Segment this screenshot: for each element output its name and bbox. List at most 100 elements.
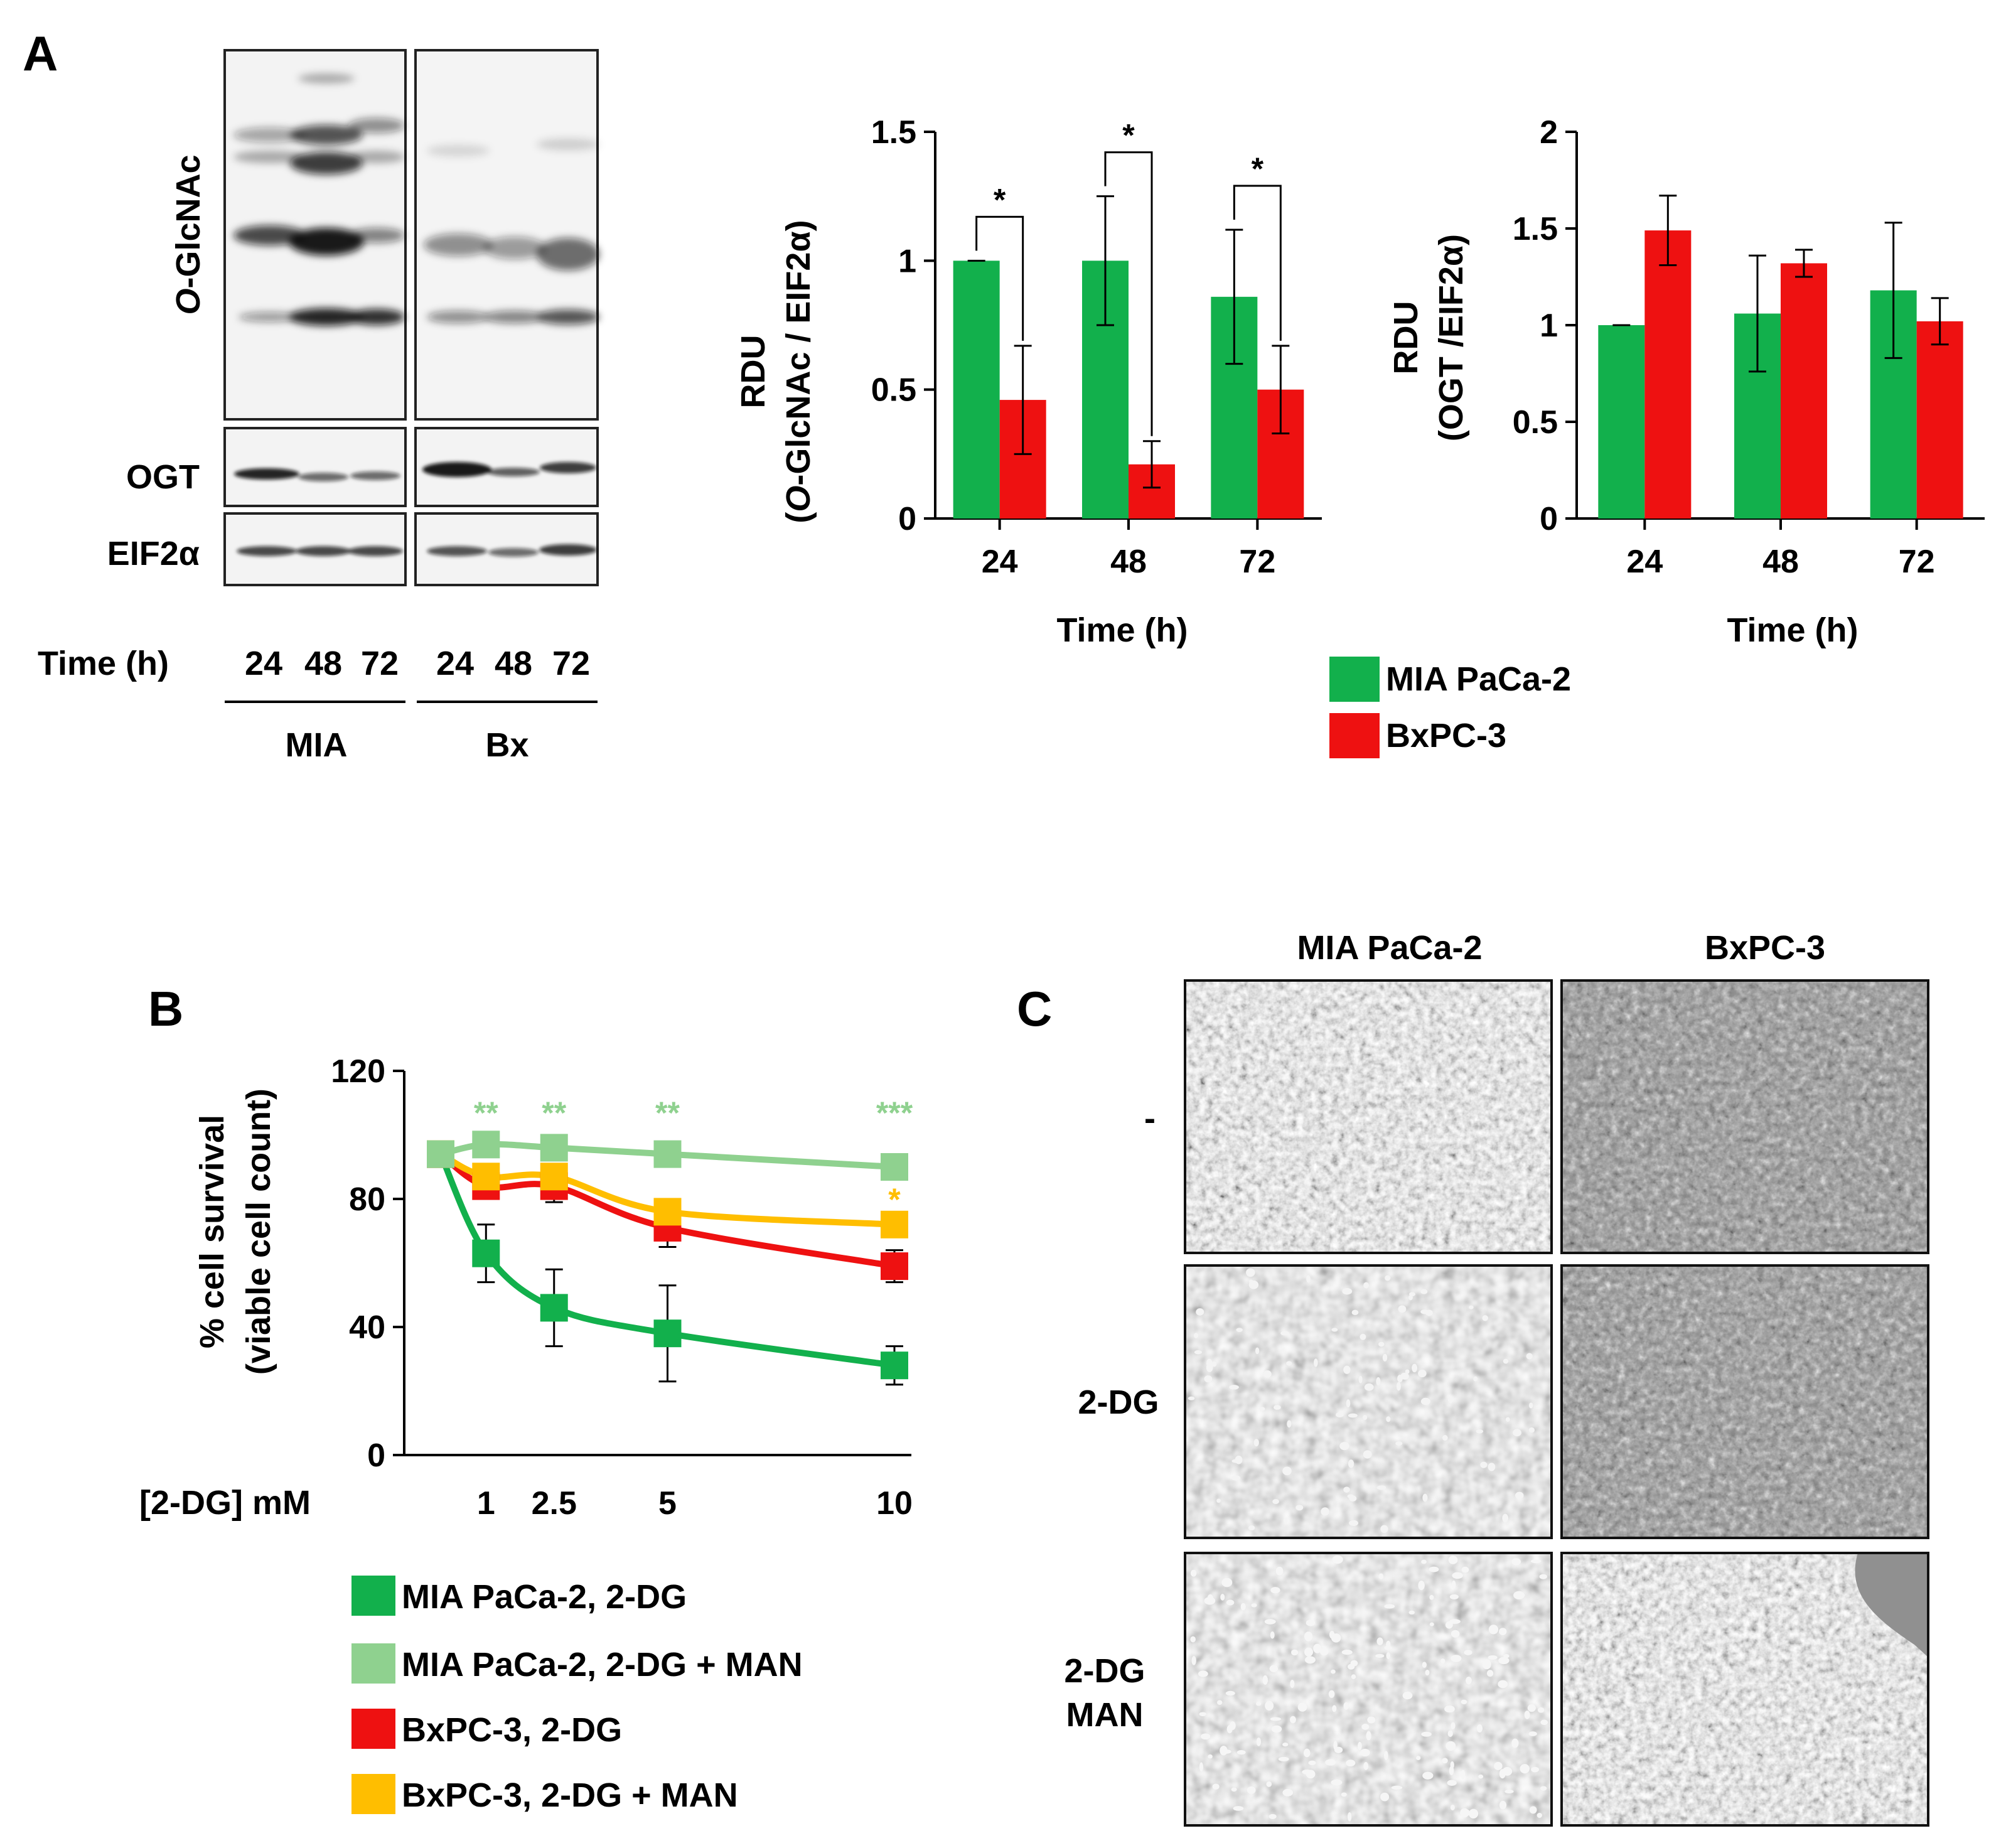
micrograph-cell	[1343, 1365, 1351, 1374]
micrograph-cell	[1263, 1370, 1272, 1378]
survival-point	[653, 1319, 682, 1348]
micrograph-cell	[1451, 1722, 1456, 1729]
micrograph-cell	[1216, 1700, 1223, 1706]
micrograph-cell	[1386, 1416, 1391, 1422]
survival-significance-mia: ***	[876, 1095, 913, 1131]
micrograph-bx-2dg	[1560, 1264, 1929, 1539]
micrograph-cell	[1528, 1731, 1537, 1736]
survival-point	[540, 1134, 568, 1162]
micrograph-cell	[1418, 1580, 1425, 1591]
micrograph-cell	[1451, 1655, 1462, 1662]
micrograph-cell	[1319, 1648, 1329, 1656]
micrograph-bx-2dg-man	[1560, 1552, 1929, 1827]
micrograph-cell	[1225, 1690, 1235, 1696]
micrograph-cell	[1494, 1761, 1503, 1770]
micrograph-cell	[1332, 1555, 1343, 1564]
micrograph-cell	[1270, 1587, 1280, 1594]
micrograph-cell	[1482, 1659, 1491, 1670]
micrograph-cell	[1282, 1466, 1292, 1476]
blot-lane-label: 48	[495, 645, 532, 682]
micrograph-row-label-2dg-man: 2-DG MAN	[1064, 1652, 1145, 1734]
micrograph-cell	[1420, 1397, 1430, 1405]
micrograph-mia-2dg-man	[1184, 1552, 1553, 1827]
micrograph-cell	[1208, 1754, 1213, 1759]
micrograph-cell	[1204, 1375, 1213, 1383]
micrograph-cell	[1488, 1625, 1499, 1635]
micrograph-cell	[1346, 1399, 1351, 1408]
panel-c-letter: C	[1017, 981, 1052, 1036]
micrograph-cell	[1270, 1631, 1275, 1639]
micrograph-cell	[1488, 1463, 1496, 1471]
micrograph-cell	[1391, 1785, 1403, 1790]
micrograph-cell	[1511, 1738, 1519, 1748]
legend-label-mia-2dg-man: MIA PaCa-2, 2-DG + MAN	[402, 1646, 803, 1684]
micrograph-cell	[1271, 1725, 1282, 1733]
legend-label-bx-2dg-man: BxPC-3, 2-DG + MAN	[402, 1776, 738, 1814]
micrograph-cell	[1221, 1577, 1233, 1587]
micrograph-cell	[1265, 1700, 1274, 1711]
micrograph-cell	[1539, 1574, 1547, 1579]
micrograph-cell	[1537, 1812, 1543, 1818]
micrograph-cell	[1220, 1746, 1228, 1756]
micrograph-cell	[1366, 1731, 1371, 1741]
ogt-bar	[1781, 263, 1827, 518]
survival-significance-mia: **	[474, 1095, 498, 1131]
micrograph-cell	[1360, 1748, 1370, 1757]
legend-label-mia-2dg: MIA PaCa-2, 2-DG	[402, 1578, 687, 1616]
ogl-y-tick-label: 0	[898, 501, 916, 537]
legend-swatch-mia-2dg	[351, 1576, 395, 1616]
ogt-x-tick-label: 24	[1626, 544, 1663, 580]
legend-swatch-bx	[1329, 713, 1380, 758]
micrograph-cell	[1253, 1439, 1259, 1447]
micrograph-cell	[1363, 1450, 1372, 1459]
micrograph-cell	[1206, 1358, 1213, 1368]
micrograph-cell	[1193, 1333, 1199, 1338]
micrograph-cell	[1346, 1759, 1356, 1767]
legend-label-bx: BxPC-3	[1386, 717, 1506, 755]
micrograph-cell	[1482, 1315, 1488, 1321]
micrograph-cell	[1351, 1309, 1359, 1316]
ogl-x-tick-label: 72	[1239, 544, 1275, 580]
micrograph-cell	[1306, 1770, 1316, 1779]
micrograph-cell	[1478, 1774, 1484, 1779]
ogl-significance-bracket	[1104, 151, 1153, 436]
micrograph-cell	[1408, 1610, 1415, 1615]
micrograph-cell	[1466, 1677, 1472, 1685]
micrograph-cell	[1513, 1429, 1521, 1437]
micrograph-cell	[1448, 1555, 1458, 1564]
micrograph-cell	[1198, 1670, 1208, 1677]
micrograph-cell	[1339, 1442, 1349, 1451]
micrograph-cell	[1207, 1594, 1213, 1603]
micrograph-cell	[1513, 1591, 1525, 1599]
survival-y-tick-label: 40	[349, 1309, 385, 1346]
survival-point	[540, 1294, 568, 1322]
micrograph-cell	[1351, 1674, 1356, 1680]
micrograph-cell	[1503, 1358, 1509, 1364]
micrograph-cell	[1274, 1405, 1281, 1410]
micrograph-cell	[1461, 1770, 1466, 1780]
micrograph-cell	[1505, 1417, 1510, 1422]
micrograph-cell	[1412, 1363, 1418, 1373]
micrograph-cell	[1284, 1517, 1288, 1523]
micrograph-cell	[1348, 1413, 1358, 1418]
micrograph-cell	[1308, 1760, 1316, 1766]
micrograph-cell	[1321, 1507, 1329, 1516]
legend-label-bx-2dg: BxPC-3, 2-DG	[402, 1711, 622, 1749]
micrograph-cell	[1358, 1375, 1363, 1383]
micrograph-cell	[1442, 1435, 1448, 1441]
blot-group-label-bx: Bx	[485, 726, 528, 764]
micrograph-cell	[1503, 1653, 1510, 1658]
micrograph-cell	[1504, 1789, 1514, 1794]
survival-significance-mia: **	[655, 1095, 680, 1131]
micrograph-cell	[1303, 1748, 1311, 1758]
ogl-xlabel: Time (h)	[1056, 611, 1188, 649]
legend-panel-a: MIA PaCa-2 BxPC-3	[1329, 657, 1571, 758]
micrograph-cell	[1331, 1779, 1343, 1786]
micrograph-cell	[1385, 1275, 1391, 1281]
blot-row-label-eif2a: EIF2α	[107, 535, 200, 572]
micrograph-cell	[1446, 1741, 1456, 1751]
ogl-y-tick-label: 0.5	[871, 372, 916, 409]
micrograph-cell	[1502, 1513, 1509, 1523]
panel-a-letter: A	[23, 26, 58, 81]
